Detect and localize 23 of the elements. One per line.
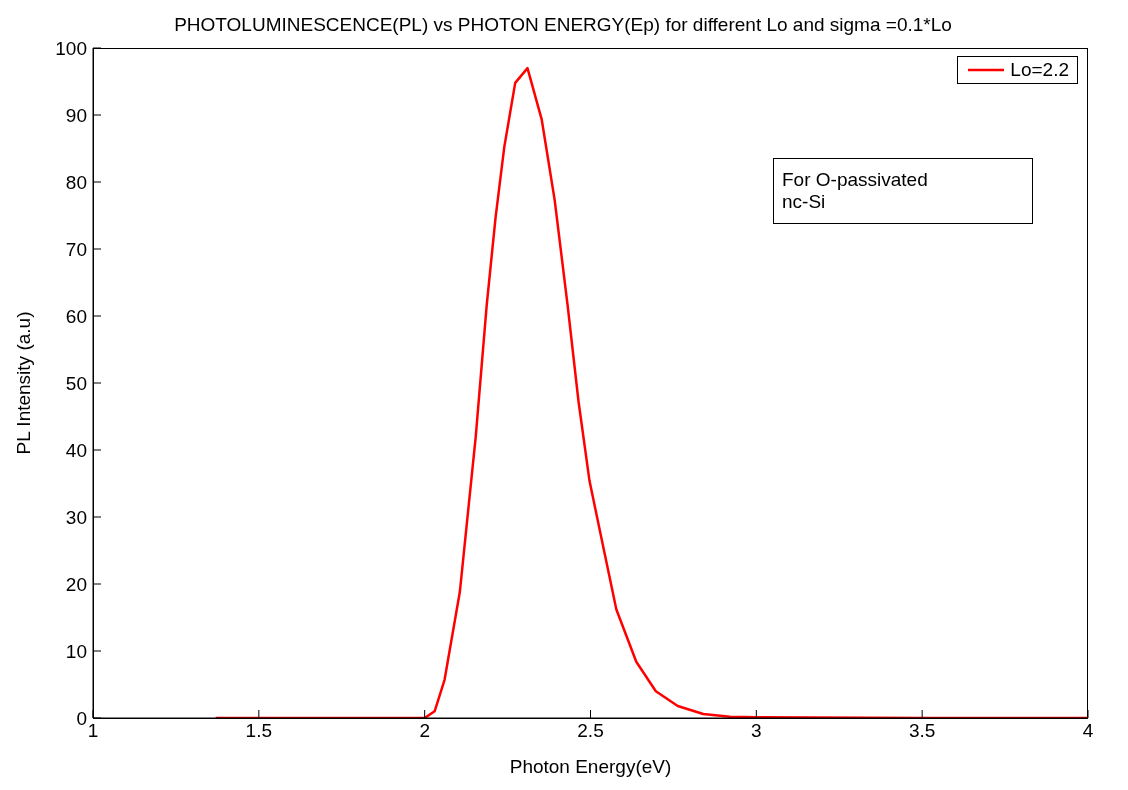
x-tick-label: 1 [87, 720, 99, 742]
y-tick-label: 40 [65, 439, 87, 461]
y-tick-label: 30 [65, 506, 87, 528]
x-tick-label: 2 [419, 720, 430, 742]
y-tick-label: 60 [65, 305, 87, 327]
chart-title: PHOTOLUMINESCENCE(PL) vs PHOTON ENERGY(Ep) for different Lo and sigma =0.1*Lo [173, 14, 953, 36]
x-tick-label: 4 [1082, 720, 1094, 742]
y-axis-title: PL Intensity (a.u) [12, 311, 34, 455]
y-tick-label: 50 [65, 372, 87, 394]
annotation: For O-passivated nc-Si [773, 158, 1033, 224]
x-tick-label: 3.5 [908, 720, 936, 742]
y-tick-label: 10 [65, 640, 87, 662]
y-tick-label: 80 [65, 171, 87, 193]
legend-label: Lo=2.2 [1010, 59, 1069, 81]
x-axis-title: Photon Energy(eV) [509, 756, 672, 777]
y-tick-label: 0 [76, 707, 87, 729]
y-tick-label: 90 [65, 104, 87, 126]
x-tick-label: 3 [751, 720, 762, 742]
y-tick-label: 20 [65, 573, 87, 595]
x-tick-label: 1.5 [245, 720, 273, 742]
x-tick-label: 2.5 [577, 720, 604, 742]
y-tick-label: 70 [65, 238, 87, 260]
y-tick-label: 100 [55, 37, 87, 59]
